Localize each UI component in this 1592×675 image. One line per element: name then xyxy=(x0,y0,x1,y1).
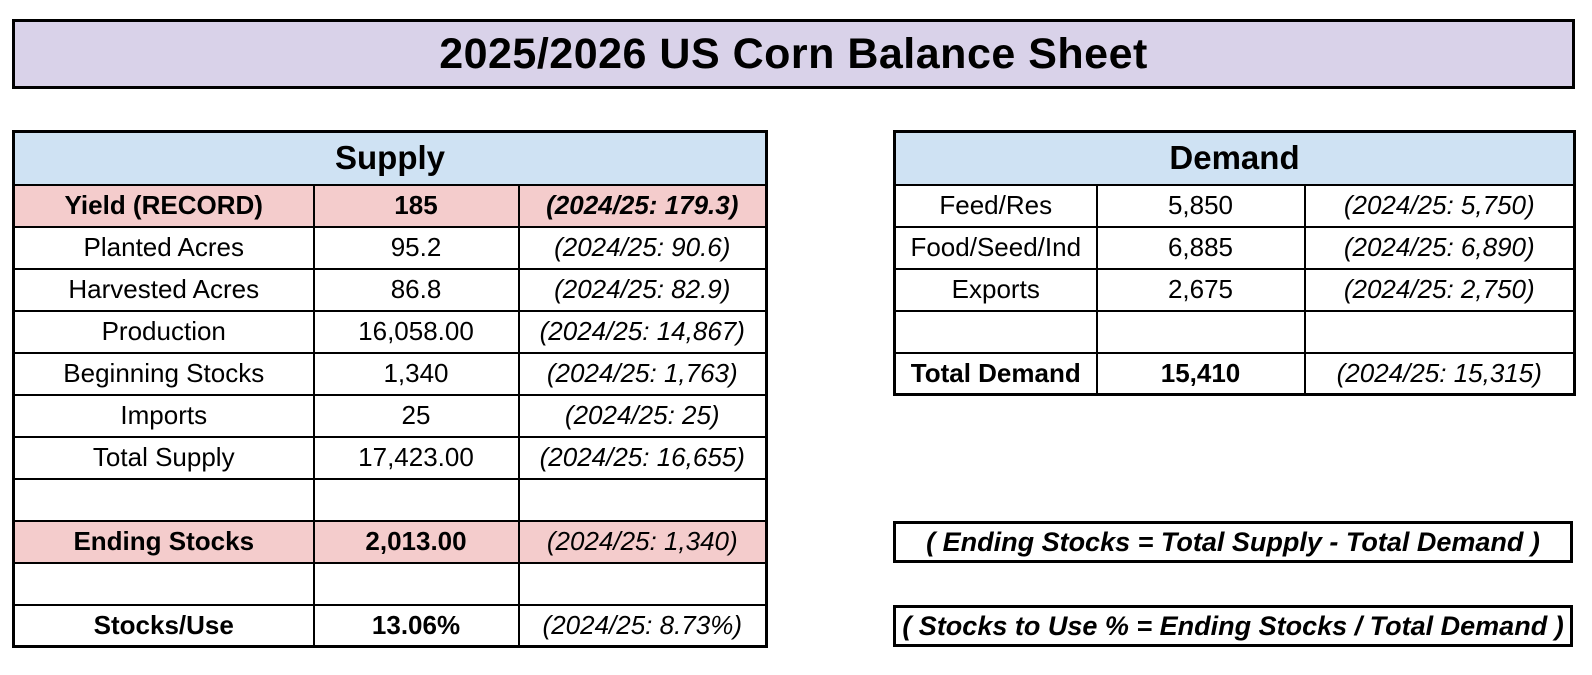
demand-label-cell[interactable]: Exports xyxy=(893,267,1098,312)
demand-value-cell[interactable]: 2,675 xyxy=(1095,267,1306,312)
demand-prior-cell[interactable]: (2024/25: 5,750) xyxy=(1303,183,1576,228)
supply-value-cell[interactable] xyxy=(312,561,520,606)
supply-prior-cell[interactable]: (2024/25: 90.6) xyxy=(517,225,768,270)
supply-row: Stocks/Use 13.06% (2024/25: 8.73%) xyxy=(12,603,768,648)
demand-value-cell[interactable]: 5,850 xyxy=(1095,183,1306,228)
supply-row: Production 16,058.00 (2024/25: 14,867) xyxy=(12,309,768,354)
demand-header-cell[interactable]: Demand xyxy=(893,130,1576,186)
supply-label-cell[interactable]: Yield (RECORD) xyxy=(12,183,315,228)
supply-row: Beginning Stocks 1,340 (2024/25: 1,763) xyxy=(12,351,768,396)
supply-label-cell[interactable]: Ending Stocks xyxy=(12,519,315,564)
supply-label-cell[interactable] xyxy=(12,561,315,606)
supply-label-cell[interactable]: Beginning Stocks xyxy=(12,351,315,396)
supply-prior-cell[interactable] xyxy=(517,477,768,522)
supply-label-cell[interactable]: Planted Acres xyxy=(12,225,315,270)
supply-label-cell[interactable]: Harvested Acres xyxy=(12,267,315,312)
demand-value-cell[interactable] xyxy=(1095,309,1306,354)
supply-row: Ending Stocks 2,013.00 (2024/25: 1,340) xyxy=(12,519,768,564)
demand-prior-cell[interactable]: (2024/25: 6,890) xyxy=(1303,225,1576,270)
supply-table: Supply Yield (RECORD) 185 (2024/25: 179.3)… xyxy=(12,130,769,648)
supply-prior-cell[interactable]: (2024/25: 16,655) xyxy=(517,435,768,480)
supply-prior-cell[interactable]: (2024/25: 1,340) xyxy=(517,519,768,564)
supply-value-cell[interactable] xyxy=(312,477,520,522)
supply-prior-cell[interactable]: (2024/25: 179.3) xyxy=(517,183,768,228)
title-banner[interactable]: 2025/2026 US Corn Balance Sheet xyxy=(12,19,1575,89)
ending-stocks-formula-note[interactable]: ( Ending Stocks = Total Supply - Total D… xyxy=(893,521,1573,563)
demand-row: Total Demand 15,410 (2024/25: 15,315) xyxy=(893,351,1576,396)
stocks-to-use-formula-note[interactable]: ( Stocks to Use % = Ending Stocks / Tota… xyxy=(893,605,1573,647)
supply-label-cell[interactable] xyxy=(12,477,315,522)
supply-row: Planted Acres 95.2 (2024/25: 90.6) xyxy=(12,225,768,270)
supply-row xyxy=(12,477,768,522)
supply-value-cell[interactable]: 2,013.00 xyxy=(312,519,520,564)
demand-value-cell[interactable]: 15,410 xyxy=(1095,351,1306,396)
supply-label-cell[interactable]: Total Supply xyxy=(12,435,315,480)
supply-prior-cell[interactable]: (2024/25: 14,867) xyxy=(517,309,768,354)
demand-label-cell[interactable]: Total Demand xyxy=(893,351,1098,396)
demand-value-cell[interactable]: 6,885 xyxy=(1095,225,1306,270)
demand-table: Demand Feed/Res 5,850 (2024/25: 5,750) Food… xyxy=(893,130,1577,396)
supply-prior-cell[interactable]: (2024/25: 1,763) xyxy=(517,351,768,396)
supply-row: Total Supply 17,423.00 (2024/25: 16,655) xyxy=(12,435,768,480)
supply-value-cell[interactable]: 16,058.00 xyxy=(312,309,520,354)
supply-header-row: Supply xyxy=(12,130,768,186)
supply-header-cell[interactable]: Supply xyxy=(12,130,768,186)
supply-value-cell[interactable]: 25 xyxy=(312,393,520,438)
demand-label-cell[interactable] xyxy=(893,309,1098,354)
supply-row: Imports 25 (2024/25: 25) xyxy=(12,393,768,438)
demand-prior-cell[interactable]: (2024/25: 2,750) xyxy=(1303,267,1576,312)
supply-value-cell[interactable]: 95.2 xyxy=(312,225,520,270)
demand-table-body: Feed/Res 5,850 (2024/25: 5,750) Food/Seed/I… xyxy=(893,183,1576,396)
demand-row xyxy=(893,309,1576,354)
supply-prior-cell[interactable] xyxy=(517,561,768,606)
supply-value-cell[interactable]: 13.06% xyxy=(312,603,520,648)
supply-prior-cell[interactable]: (2024/25: 82.9) xyxy=(517,267,768,312)
demand-prior-cell[interactable]: (2024/25: 15,315) xyxy=(1303,351,1576,396)
supply-table-body: Yield (RECORD) 185 (2024/25: 179.3) Planted… xyxy=(12,183,768,648)
supply-label-cell[interactable]: Production xyxy=(12,309,315,354)
demand-label-cell[interactable]: Food/Seed/Ind xyxy=(893,225,1098,270)
supply-label-cell[interactable]: Imports xyxy=(12,393,315,438)
supply-prior-cell[interactable]: (2024/25: 25) xyxy=(517,393,768,438)
supply-row: Yield (RECORD) 185 (2024/25: 179.3) xyxy=(12,183,768,228)
supply-prior-cell[interactable]: (2024/25: 8.73%) xyxy=(517,603,768,648)
demand-prior-cell[interactable] xyxy=(1303,309,1576,354)
supply-row xyxy=(12,561,768,606)
supply-value-cell[interactable]: 1,340 xyxy=(312,351,520,396)
supply-label-cell[interactable]: Stocks/Use xyxy=(12,603,315,648)
demand-header-row: Demand xyxy=(893,130,1576,186)
demand-label-cell[interactable]: Feed/Res xyxy=(893,183,1098,228)
page-title: 2025/2026 US Corn Balance Sheet xyxy=(439,29,1148,78)
supply-row: Harvested Acres 86.8 (2024/25: 82.9) xyxy=(12,267,768,312)
supply-value-cell[interactable]: 17,423.00 xyxy=(312,435,520,480)
supply-value-cell[interactable]: 185 xyxy=(312,183,520,228)
demand-row: Exports 2,675 (2024/25: 2,750) xyxy=(893,267,1576,312)
supply-value-cell[interactable]: 86.8 xyxy=(312,267,520,312)
demand-row: Food/Seed/Ind 6,885 (2024/25: 6,890) xyxy=(893,225,1576,270)
demand-row: Feed/Res 5,850 (2024/25: 5,750) xyxy=(893,183,1576,228)
